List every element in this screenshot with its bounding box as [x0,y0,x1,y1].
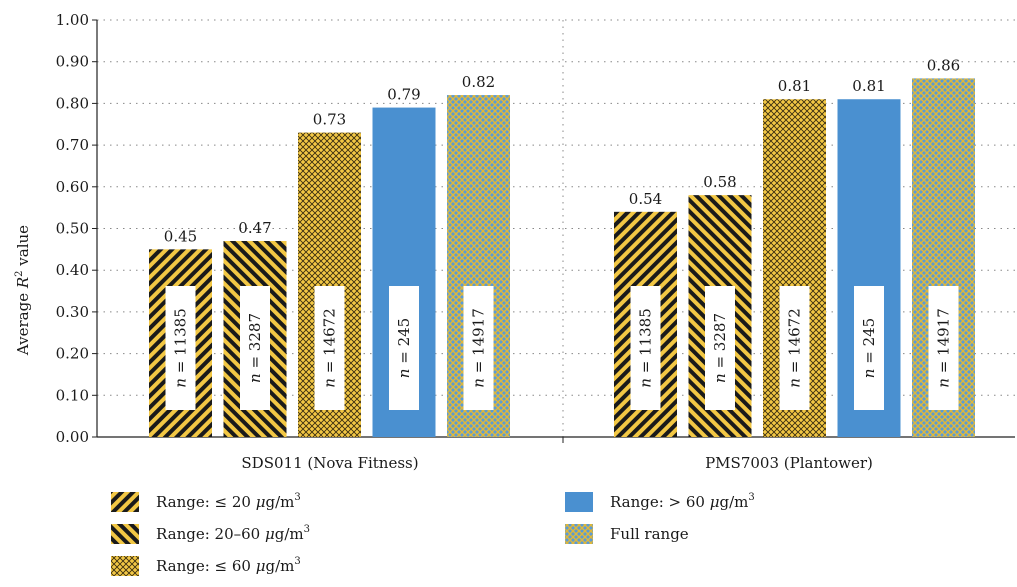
y-tick-label: 0.30 [56,303,89,321]
n-label: n = 14672 [321,308,339,388]
grid-lines [97,19,1015,437]
n-symbol: n [637,378,655,388]
value-label: 0.45 [164,227,197,245]
n-value: = 3287 [711,313,729,373]
axes: 0.00 0.10 0.20 0.30 0.40 0.50 0.60 0.70 0.80 0.90… [56,11,1015,472]
n-label-box [165,286,196,410]
y-axis-title-suffix: value [14,225,32,271]
n-value: = 14672 [786,308,804,378]
n-value: = 3287 [246,313,264,373]
value-label: 0.54 [629,190,662,208]
y-tick-label: 0.90 [56,53,89,71]
y-tick-label: 0.80 [56,94,89,112]
value-label: 0.81 [778,77,811,95]
n-label: n = 14917 [935,308,953,388]
y-axis-title-sup: 2 [14,270,25,276]
y-tick-label: 0.10 [56,386,89,404]
n-label-box [463,286,494,410]
value-label: 0.82 [462,73,495,91]
n-label: n = 11385 [637,308,655,388]
bars [149,78,975,437]
legend-label: Full range [610,525,689,543]
n-value: = 14672 [321,308,339,378]
y-tick-label: 0.40 [56,261,89,279]
legend-swatch [565,524,593,544]
n-value: = 14917 [935,308,953,378]
legend-label: Range: 20–60 μg/m3 [156,524,310,543]
value-label: 0.47 [238,219,271,237]
y-tick-label: 0.50 [56,220,89,238]
n-label-box [854,286,884,410]
n-label: n = 245 [395,318,413,378]
n-symbol: n [172,378,190,388]
value-label: 0.79 [387,86,420,104]
legend-label: Range: > 60 μg/m3 [610,492,755,511]
y-tick-label: 1.00 [56,11,89,29]
n-label-box [240,286,270,410]
y-tick-label: 0.20 [56,345,89,363]
n-value: = 245 [395,318,413,369]
data-labels: 0.45 n = 11385 0.47 n = 3287 0.73 n = 14672 0.… [164,56,960,410]
n-symbol: n [470,378,488,388]
n-label: n = 14917 [470,308,488,388]
n-symbol: n [860,369,878,379]
y-axis-title: Average R2 value [14,225,32,356]
legend-swatch [111,524,139,544]
x-category-label: SDS011 (Nova Fitness) [241,454,418,472]
y-tick-label: 0.00 [56,428,89,446]
n-label-box [928,286,959,410]
legend-swatch [111,556,139,576]
value-label: 0.73 [313,111,346,129]
n-label: n = 3287 [711,313,729,383]
n-value: = 11385 [172,308,190,378]
n-label: n = 14672 [786,308,804,388]
n-symbol: n [246,373,264,383]
value-label: 0.81 [852,77,885,95]
n-label-box [389,286,419,410]
n-symbol: n [711,373,729,383]
n-label-box [779,286,810,410]
n-symbol: n [321,378,339,388]
legend-swatch [565,492,593,512]
legend: Range: ≤ 20 μg/m3 Range: 20–60 μg/m3 Range… [111,492,755,576]
value-label: 0.86 [927,56,960,74]
n-label: n = 245 [860,318,878,378]
n-symbol: n [935,378,953,388]
n-label-box [630,286,661,410]
n-label: n = 3287 [246,313,264,383]
y-axis-title-prefix: Average [14,288,32,356]
y-tick-label: 0.70 [56,136,89,154]
n-symbol: n [786,378,804,388]
n-value: = 14917 [470,308,488,378]
n-symbol: n [395,369,413,379]
legend-swatch [111,492,139,512]
y-axis-title-var: R [14,277,32,289]
legend-label: Range: ≤ 60 μg/m3 [156,556,301,575]
legend-label: Range: ≤ 20 μg/m3 [156,492,301,511]
n-value: = 11385 [637,308,655,378]
n-label: n = 11385 [172,308,190,388]
value-label: 0.58 [703,173,736,191]
n-value: = 245 [860,318,878,369]
n-label-box [314,286,345,410]
x-category-label: PMS7003 (Plantower) [705,454,873,472]
y-tick-label: 0.60 [56,178,89,196]
n-label-box [705,286,735,410]
